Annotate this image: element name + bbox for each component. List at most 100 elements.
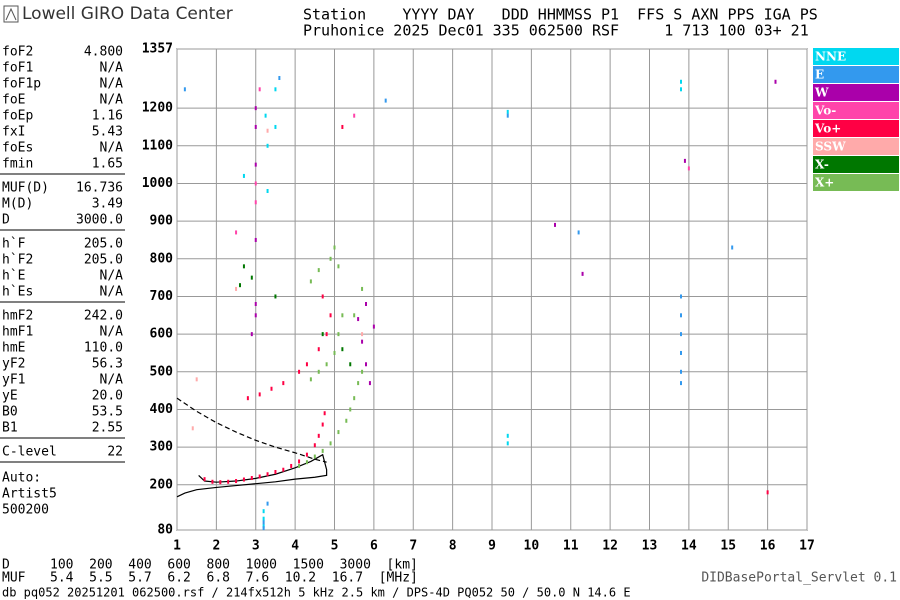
echo-point — [262, 520, 265, 525]
param-name: foEp — [2, 109, 33, 124]
param-value: 1.16 — [92, 109, 123, 124]
echo-point — [274, 294, 277, 299]
echo-point — [357, 381, 360, 386]
param-value: 56.3 — [92, 357, 123, 372]
echo-point — [266, 143, 269, 148]
echo-point — [506, 433, 509, 438]
brand: Lowell GIRO Data Center — [22, 4, 233, 24]
echo-point — [298, 369, 301, 374]
echo-point — [323, 411, 326, 416]
echo-point — [683, 158, 686, 163]
param-name: hmE — [2, 341, 25, 356]
echo-point — [266, 128, 269, 133]
echo-point — [680, 381, 682, 386]
echo-point — [262, 509, 265, 514]
x-tick-label: 10 — [524, 539, 540, 554]
echo-point — [266, 472, 269, 477]
echo-point — [333, 245, 336, 250]
param-value: 242.0 — [84, 309, 123, 324]
x-tick-label: 11 — [563, 539, 579, 554]
param-name: foEs — [2, 141, 33, 156]
echo-point — [298, 463, 301, 468]
echo-point — [250, 476, 253, 481]
echo-point — [258, 87, 261, 92]
echo-point — [325, 362, 328, 367]
echo-point — [305, 362, 308, 367]
echo-point — [235, 479, 238, 484]
legend-label: X- — [815, 158, 829, 172]
param-name: B0 — [2, 405, 18, 420]
echo-point — [242, 264, 245, 269]
echo-point — [345, 418, 348, 423]
y-tick-label: 400 — [150, 402, 174, 417]
x-tick-label: 8 — [449, 539, 457, 554]
echo-point — [305, 460, 308, 465]
echo-point — [242, 477, 245, 482]
echo-point — [227, 479, 230, 484]
echo-point — [325, 332, 328, 337]
echo-point — [282, 467, 285, 472]
echo-point — [321, 332, 324, 337]
echo-point — [290, 463, 293, 468]
param-name: foF1 — [2, 61, 33, 76]
echo-point — [687, 166, 690, 171]
echo-point — [317, 433, 320, 438]
legend-swatch — [813, 48, 899, 65]
echo-point — [282, 381, 285, 386]
echo-point — [731, 245, 734, 250]
echo-point — [195, 377, 198, 382]
param-value: 1.65 — [92, 157, 123, 172]
echo-point — [337, 264, 340, 269]
echo-point — [337, 430, 340, 435]
param-name: C-level — [2, 445, 57, 460]
echo-point — [577, 230, 580, 235]
auto-line: Artist5 — [2, 487, 57, 502]
echo-point — [246, 396, 249, 401]
legend-label: NNE — [815, 50, 846, 64]
logo — [3, 5, 19, 23]
param-value: 3.49 — [92, 197, 123, 212]
echo-point — [321, 422, 324, 427]
header-line: Pruhonice 2025 Dec01 335 062500 RSF 1 71… — [303, 22, 809, 40]
y-tick-label: 1000 — [142, 176, 173, 191]
echo-point — [274, 469, 277, 474]
echo-point — [361, 339, 364, 344]
profile-curve — [176, 453, 328, 498]
echo-point — [317, 347, 320, 352]
echo-point — [372, 324, 375, 329]
d-values: 100 200 400 600 800 1000 1500 3000 [km] — [50, 558, 418, 573]
param-value: N/A — [100, 373, 124, 388]
echo-point — [254, 124, 257, 129]
legend-swatch — [813, 156, 899, 173]
echo-point — [191, 426, 194, 431]
param-name: MUF(D) — [2, 181, 49, 196]
y-tick-label: 700 — [150, 289, 174, 304]
param-value: N/A — [100, 325, 124, 340]
echo-point — [309, 377, 312, 382]
legend-label: X+ — [815, 176, 834, 190]
param-value: 110.0 — [84, 341, 123, 356]
servlet: DIDBasePortal_Servlet 0.1 — [701, 571, 897, 586]
x-tick-label: 1 — [173, 539, 181, 554]
echo-point — [361, 332, 364, 337]
legend-label: Vo+ — [814, 122, 841, 136]
y-tick-label: 600 — [150, 327, 174, 342]
param-value: 3000.0 — [76, 213, 123, 228]
auto-line: Auto: — [2, 471, 41, 486]
echo-point — [258, 392, 261, 397]
echo-point — [242, 173, 245, 178]
echo-point — [680, 313, 682, 318]
x-tick-label: 4 — [291, 539, 299, 554]
param-value: 22 — [107, 445, 123, 460]
auto-line: 500200 — [2, 503, 49, 518]
echo-point — [235, 286, 238, 291]
echo-point — [254, 162, 257, 167]
echo-point — [333, 350, 336, 355]
echo-point — [266, 189, 269, 194]
param-value: 20.0 — [92, 389, 123, 404]
echo-point — [680, 294, 682, 299]
echo-point — [353, 313, 356, 318]
muf-values: 5.4 5.5 5.7 6.2 6.8 7.6 10.2 16.7 [MHz] — [50, 571, 418, 586]
echo-point — [298, 459, 301, 464]
